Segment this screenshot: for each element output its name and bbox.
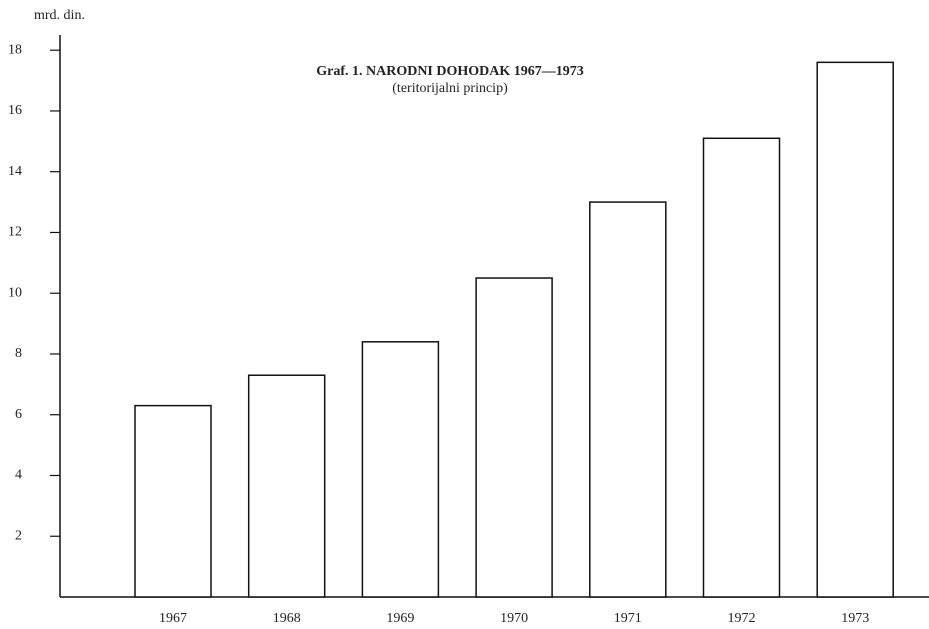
- y-tick-label: 18: [8, 42, 22, 57]
- chart-subtitle: (teritorijalni princip): [392, 81, 508, 96]
- x-tick-label: 1969: [386, 611, 414, 626]
- y-tick-label: 10: [8, 285, 22, 300]
- y-tick-label: 8: [15, 346, 22, 361]
- x-tick-label: 1973: [841, 611, 869, 626]
- bar: [361, 341, 440, 598]
- x-tick-label: 1970: [500, 611, 528, 626]
- x-tick-label: 1967: [159, 611, 187, 626]
- x-tick-label: 1971: [614, 611, 642, 626]
- y-tick-label: 6: [15, 407, 22, 422]
- bar: [247, 374, 326, 598]
- x-tick-label: 1972: [728, 611, 756, 626]
- y-tick-label: 12: [8, 225, 22, 240]
- y-tick-label: 4: [15, 468, 22, 483]
- bar: [589, 201, 667, 598]
- y-tick-label: 16: [8, 103, 22, 118]
- y-tick-label: 14: [8, 164, 22, 179]
- bar: [134, 404, 212, 598]
- bar: [702, 137, 781, 598]
- y-tick-label: 2: [15, 528, 22, 543]
- bar: [816, 61, 894, 598]
- y-axis-label: mrd. din.: [34, 8, 85, 23]
- x-tick-label: 1968: [273, 611, 301, 626]
- chart-title: Graf. 1. NARODNI DOHODAK 1967—1973: [316, 64, 584, 79]
- bar: [475, 277, 553, 598]
